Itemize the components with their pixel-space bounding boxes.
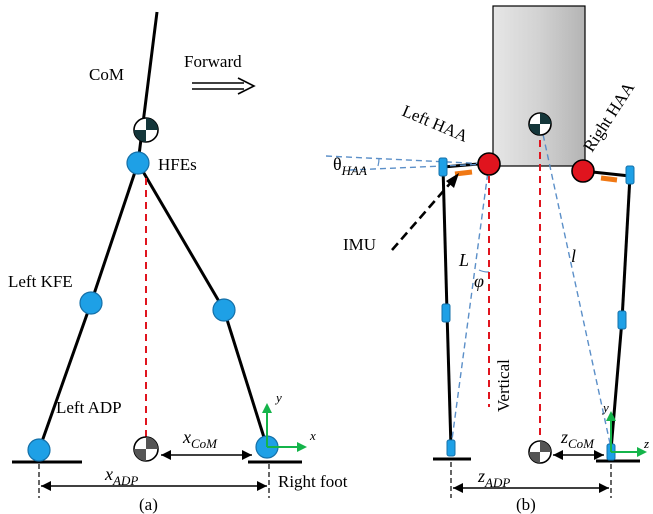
right-foot-label: Right foot [278, 472, 348, 491]
z-com-dimension [553, 450, 604, 460]
hfe-joint-a [126, 151, 150, 175]
panel-a-caption: (a) [139, 495, 158, 514]
left-leg-upper-b [441, 166, 449, 313]
x-adp-dimension [38, 464, 270, 498]
left-haa-label: Left HAA [399, 101, 471, 146]
left-leg-lower-b [445, 311, 453, 449]
theta-ref-line-2 [349, 163, 490, 171]
left-adp-joint-a [27, 438, 51, 462]
right-kfe-joint-a [212, 298, 236, 322]
foot-axes-b [606, 411, 647, 457]
forward-label: Forward [184, 52, 242, 71]
x-com-label: xCoM [182, 427, 218, 451]
imu-marker-right [600, 175, 618, 183]
forward-arrow [192, 77, 256, 95]
right-shank-a [222, 309, 269, 448]
hfe-label: HFEs [158, 155, 197, 174]
com-label-a: CoM [89, 65, 124, 84]
L-label: L [458, 250, 469, 270]
com-marker-b [528, 112, 552, 136]
x-adp-label: xADP [104, 464, 138, 488]
x-com-dimension [161, 450, 252, 460]
left-kfe-joint-a [79, 291, 103, 315]
imu-arrow [391, 173, 459, 251]
leg-sensors-b [438, 157, 635, 461]
theta-arc [377, 157, 380, 167]
axis-y-label-b: y [601, 400, 609, 415]
com-marker-a [133, 117, 159, 143]
right-haa-joint [571, 159, 595, 183]
phi-label: φ [474, 271, 484, 291]
left-kfe-label: Left KFE [8, 272, 73, 291]
right-haa-label: Right HAA [579, 78, 638, 155]
z-adp-dimension [450, 462, 612, 498]
panel-b: y z zCoM zADP Left HAA Right HAA θHAA IM… [325, 5, 649, 514]
vertical-label: Vertical [494, 359, 513, 412]
z-adp-label: zADP [477, 466, 510, 490]
l-line [540, 124, 612, 449]
com-ground-marker-a [133, 436, 159, 462]
z-com-label: zCoM [560, 427, 595, 451]
panel-a: y x xCoM xADP CoM Forward HFEs Left KFE [8, 11, 348, 514]
foot-axes-a [262, 403, 307, 452]
right-leg-upper-b [620, 175, 632, 321]
axis-x-label-a: x [309, 428, 316, 443]
right-leg-lower-b [609, 319, 624, 451]
panel-b-caption: (b) [516, 495, 536, 514]
com-ground-marker-b [528, 440, 552, 464]
right-thigh-a [136, 162, 226, 311]
L-line [450, 163, 490, 448]
left-haa-joint [477, 152, 501, 176]
axis-y-label-a: y [274, 390, 282, 405]
theta-ref-line-1 [325, 155, 490, 165]
imu-label: IMU [343, 235, 376, 254]
torso-body-b [492, 5, 586, 167]
imu-marker-left [454, 169, 473, 177]
left-shank-a [37, 302, 93, 451]
theta-label: θHAA [333, 154, 367, 178]
left-thigh-a [89, 162, 140, 304]
l-label: l [571, 246, 576, 266]
axis-z-label-b: z [643, 436, 649, 451]
left-adp-label: Left ADP [56, 398, 122, 417]
